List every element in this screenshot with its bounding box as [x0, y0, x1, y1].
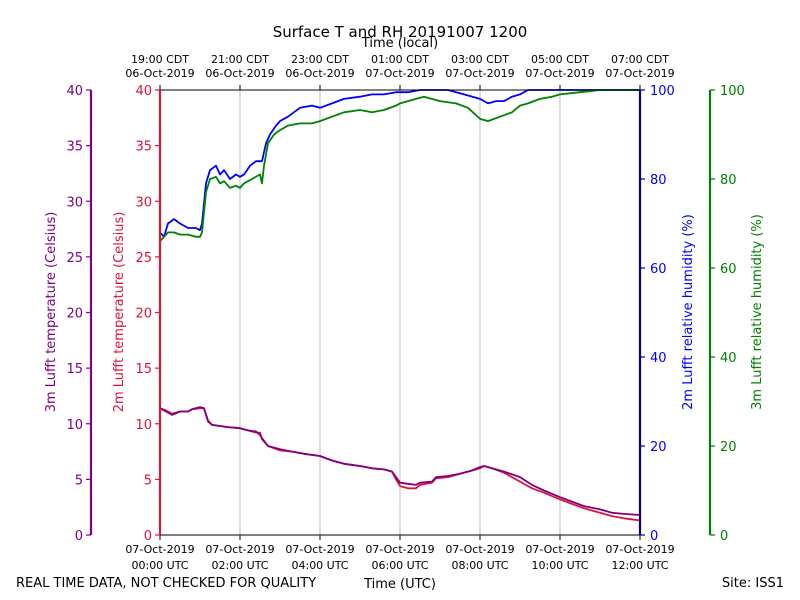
- quality-disclaimer: REAL TIME DATA, NOT CHECKED FOR QUALITY: [16, 576, 316, 591]
- x-tick-label-local: 21:00 CDT: [211, 53, 269, 66]
- gridlines: [239, 90, 561, 535]
- t3m-tick-label: 10: [66, 418, 83, 433]
- plot-frame: [89, 89, 712, 536]
- x-tick-label-date: 07-Oct-2019: [365, 543, 434, 556]
- site-label: Site: ISS1: [722, 576, 784, 591]
- x-tick-label-local: 23:00 CDT: [291, 53, 349, 66]
- rh3m-tick-label: 100: [720, 84, 745, 99]
- rh3m-tick-label: 80: [720, 173, 737, 188]
- x-tick-label-utc: 06:00 UTC: [371, 559, 428, 572]
- t2m-axis-title: 2m Lufft temperature (Celsius): [112, 212, 127, 413]
- rh3m-axis-title: 3m Lufft relative humidity (%): [750, 214, 765, 410]
- t2m-tick-label: 40: [135, 84, 152, 99]
- rh2m-axis-title: 2m Lufft relative humidity (%): [681, 214, 696, 410]
- x-tick-label-date: 07-Oct-2019: [125, 543, 194, 556]
- x-tick-label-utc: 08:00 UTC: [451, 559, 508, 572]
- t3m-tick-label: 25: [66, 251, 83, 266]
- x-tick-label-local-date: 07-Oct-2019: [525, 67, 594, 80]
- top-axis-label: Time (local): [361, 36, 438, 51]
- t3m-tick-label: 5: [75, 473, 83, 488]
- x-tick-label-local-date: 06-Oct-2019: [285, 67, 354, 80]
- bottom-axis-label: Time (UTC): [363, 577, 436, 592]
- series-line-2m-rh: [159, 89, 640, 238]
- t3m-axis-title: 3m Lufft temperature (Celsius): [44, 212, 59, 413]
- rh2m-tick-label: 80: [650, 173, 667, 188]
- t2m-tick-label: 10: [135, 418, 152, 433]
- tick-layer: 07-Oct-2019 00:00 UTC 07-Oct-2019 02:00 UTC…: [66, 53, 744, 572]
- t2m-tick-label: 20: [135, 307, 152, 322]
- t3m-tick-label: 20: [66, 307, 83, 322]
- x-tick-label-local: 01:00 CDT: [371, 53, 429, 66]
- rh3m-tick-label: 20: [720, 440, 737, 455]
- x-tick-label-utc: 12:00 UTC: [611, 559, 668, 572]
- x-tick-label-utc: 00:00 UTC: [131, 559, 188, 572]
- t3m-tick-label: 35: [66, 140, 83, 155]
- x-tick-label-local-date: 06-Oct-2019: [125, 67, 194, 80]
- rh2m-tick-label: 60: [650, 262, 667, 277]
- x-tick-label-utc: 02:00 UTC: [211, 559, 268, 572]
- t3m-tick-label: 0: [75, 529, 83, 544]
- t3m-tick-label: 30: [66, 195, 83, 210]
- t2m-tick-label: 35: [135, 140, 152, 155]
- x-tick-label-local: 05:00 CDT: [531, 53, 589, 66]
- rh2m-tick-label: 20: [650, 440, 667, 455]
- x-tick-label-local: 03:00 CDT: [451, 53, 509, 66]
- rh2m-tick-label: 100: [650, 84, 675, 99]
- rh3m-tick-label: 0: [720, 529, 728, 544]
- rh3m-tick-label: 60: [720, 262, 737, 277]
- series-line-3m-t: [159, 406, 641, 516]
- rh2m-tick-label: 0: [650, 529, 658, 544]
- x-tick-label-local-date: 07-Oct-2019: [365, 67, 434, 80]
- chart-title: Surface T and RH 20191007 1200: [273, 23, 528, 41]
- x-tick-label-date: 07-Oct-2019: [605, 543, 674, 556]
- x-tick-label-date: 07-Oct-2019: [205, 543, 274, 556]
- t2m-tick-label: 30: [135, 195, 152, 210]
- x-tick-label-date: 07-Oct-2019: [525, 543, 594, 556]
- x-tick-label-utc: 04:00 UTC: [291, 559, 348, 572]
- x-tick-label-local: 19:00 CDT: [131, 53, 189, 66]
- series-layer: [159, 89, 641, 522]
- rh2m-tick-label: 40: [650, 351, 667, 366]
- x-tick-label-local-date: 07-Oct-2019: [445, 67, 514, 80]
- x-tick-label-utc: 10:00 UTC: [531, 559, 588, 572]
- t3m-tick-label: 15: [66, 362, 83, 377]
- x-tick-label-local-date: 07-Oct-2019: [605, 67, 674, 80]
- series-line-3m-rh: [159, 89, 640, 242]
- rh3m-tick-label: 40: [720, 351, 737, 366]
- x-tick-label-local: 07:00 CDT: [611, 53, 669, 66]
- t2m-tick-label: 0: [144, 529, 152, 544]
- t3m-tick-label: 40: [66, 84, 83, 99]
- t2m-tick-label: 5: [144, 473, 152, 488]
- x-tick-label-date: 07-Oct-2019: [445, 543, 514, 556]
- x-tick-label-date: 07-Oct-2019: [285, 543, 354, 556]
- t2m-tick-label: 15: [135, 362, 152, 377]
- x-tick-label-local-date: 06-Oct-2019: [205, 67, 274, 80]
- t2m-tick-label: 25: [135, 251, 152, 266]
